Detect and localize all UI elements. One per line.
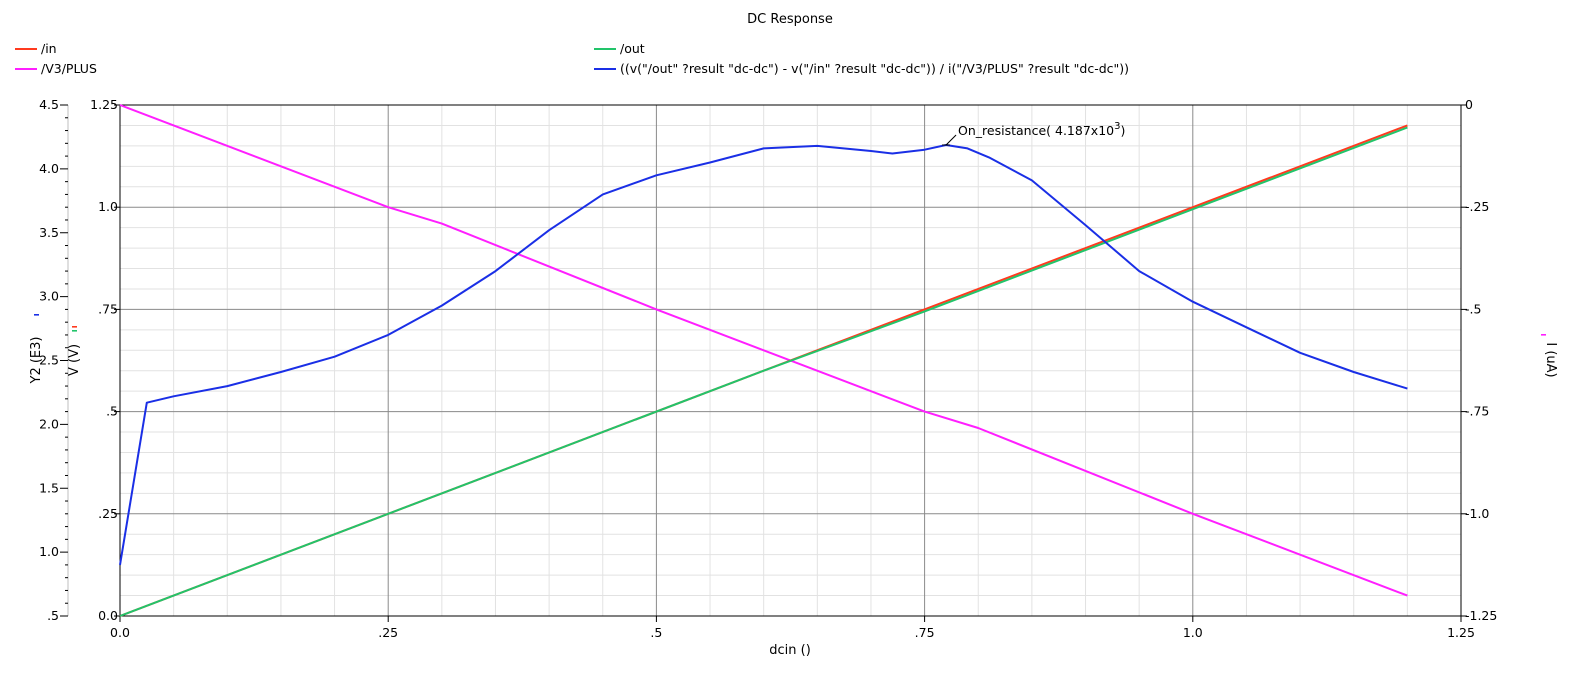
annotation-suffix: )	[1120, 123, 1125, 138]
v-axis-label-group: V (V)	[67, 344, 82, 376]
on-resistance-annotation: On_resistance( 4.187x103)	[942, 121, 1125, 146]
legend-label-in: /in	[41, 41, 57, 56]
v-axis: 0.0 .25 .5 .75 1.0 1.25	[90, 97, 120, 623]
v-tick-label: 1.0	[98, 199, 118, 214]
i-tick-label: -.25	[1465, 199, 1489, 214]
x-tick-label: .5	[650, 625, 662, 640]
legend: /in /V3/PLUS /out ((v("/out" ?result "dc…	[15, 41, 1129, 76]
grid-major	[120, 105, 1461, 616]
x-tick-label: 1.0	[1183, 625, 1203, 640]
v-tick-label: 0.0	[98, 608, 118, 623]
i-tick-label: -.5	[1465, 301, 1481, 316]
grid-minor	[120, 105, 1461, 616]
i-axis: 0 -.25 -.5 -.75 -1.0 -1.25	[1461, 97, 1497, 623]
chart-title: DC Response	[747, 12, 833, 27]
annotation-leader	[945, 134, 957, 146]
y2-tick-label: 4.0	[39, 161, 59, 176]
plot-frame	[119, 104, 1462, 617]
legend-label-out: /out	[620, 41, 645, 56]
v-axis-color-marker-out	[72, 330, 77, 332]
series-line-expr	[119, 144, 1408, 566]
v-axis-color-marker-in	[72, 326, 77, 328]
i-tick-label: -1.25	[1465, 608, 1497, 623]
v-tick-label: 1.25	[90, 97, 118, 112]
y2-tick-label: .5	[47, 608, 59, 623]
x-axis-label: dcin ()	[769, 643, 811, 658]
i-axis-label-group: I (uA)	[1543, 342, 1558, 377]
x-tick-label: 1.25	[1447, 625, 1475, 640]
legend-label-v3plus: /V3/PLUS	[41, 61, 97, 76]
x-tick-label: .75	[915, 625, 935, 640]
v-tick-label: .5	[106, 404, 118, 419]
series-layer	[119, 104, 1408, 617]
i-axis-label: I (uA)	[1543, 342, 1558, 377]
v-tick-label: .25	[98, 506, 118, 521]
i-tick-label: 0	[1465, 97, 1473, 112]
v-tick-label: .75	[98, 301, 118, 316]
annotation-superscript: 3	[1114, 121, 1120, 132]
series-line-out	[119, 126, 1408, 617]
annotation-text: On_resistance( 4.187x103)	[958, 121, 1125, 138]
y2-tick-label: 3.5	[39, 225, 59, 240]
y2-tick-label: 3.0	[39, 289, 59, 304]
legend-label-expr: ((v("/out" ?result "dc-dc") - v("/in" ?r…	[620, 61, 1129, 76]
x-tick-label: .25	[378, 625, 398, 640]
x-axis: 0.0 .25 .5 .75 1.0 1.25	[110, 616, 1475, 640]
i-tick-label: -.75	[1465, 404, 1489, 419]
v-axis-label: V (V)	[67, 344, 82, 376]
i-axis-color-marker	[1541, 334, 1546, 336]
annotation-main: On_resistance( 4.187x10	[958, 123, 1114, 138]
i-tick-label: -1.0	[1465, 506, 1489, 521]
y2-tick-label: 2.0	[39, 416, 59, 431]
y2-tick-label: 2.5	[39, 353, 59, 368]
y2-tick-label: 1.0	[39, 544, 59, 559]
y2-axis-label: Y2 (E3)	[29, 337, 44, 385]
y2-tick-label: 4.5	[39, 97, 59, 112]
y2-tick-label: 1.5	[39, 480, 59, 495]
y2-axis: .5 1.0 1.5 2.0 2.5 3.0 3.5 4.0 4.5	[39, 97, 69, 623]
x-tick-label: 0.0	[110, 625, 130, 640]
y2-axis-label-group: Y2 (E3)	[29, 337, 44, 385]
y2-axis-color-marker	[34, 314, 39, 316]
